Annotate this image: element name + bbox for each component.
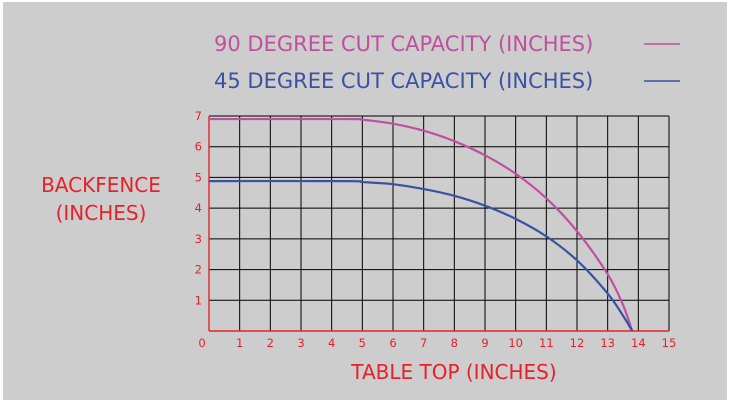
y-axis-label-line-1: BACKFENCE <box>41 173 161 197</box>
x-tick-label: 14 <box>631 336 646 350</box>
x-tick-label: 12 <box>570 336 585 350</box>
y-tick-label: 7 <box>195 109 202 123</box>
y-axis-label-line-2: (INCHES) <box>56 201 147 225</box>
x-tick-label: 7 <box>420 336 427 350</box>
series-line-90-degree <box>208 117 634 332</box>
y-tick-label: 5 <box>195 170 202 184</box>
y-tick-label: 6 <box>195 140 202 154</box>
legend: 90 DEGREE CUT CAPACITY (INCHES) 45 DEGRE… <box>214 32 680 93</box>
x-tick-label: 4 <box>328 336 335 350</box>
x-tick-label: 5 <box>359 336 366 350</box>
x-tick-label: 9 <box>481 336 488 350</box>
x-tick-label: 0 <box>198 336 205 350</box>
x-tick-label: 1 <box>236 336 243 350</box>
x-axis-label: TABLE TOP (INCHES) <box>350 360 556 384</box>
x-tick-label: 13 <box>600 336 615 350</box>
x-tick-label: 6 <box>389 336 396 350</box>
grid <box>209 115 670 331</box>
x-tick-label: 2 <box>267 336 274 350</box>
axes <box>208 116 669 332</box>
y-tick-label: 3 <box>195 232 202 246</box>
x-tick-label: 11 <box>539 336 554 350</box>
y-axis-title: BACKFENCE (INCHES) <box>41 173 161 225</box>
series-lines <box>208 117 634 332</box>
x-tick-label: 15 <box>662 336 677 350</box>
series-line-45-degree <box>208 179 634 332</box>
legend-label-45-degree: 45 DEGREE CUT CAPACITY (INCHES) <box>214 69 593 93</box>
x-tick-label: 10 <box>508 336 523 350</box>
y-tick-label: 1 <box>195 293 202 307</box>
x-tick-label: 8 <box>451 336 458 350</box>
chart-frame <box>3 2 727 400</box>
y-tick-label: 2 <box>195 263 202 277</box>
x-tick-label: 3 <box>297 336 304 350</box>
legend-label-90-degree: 90 DEGREE CUT CAPACITY (INCHES) <box>214 32 593 56</box>
y-tick-label: 4 <box>195 201 202 215</box>
